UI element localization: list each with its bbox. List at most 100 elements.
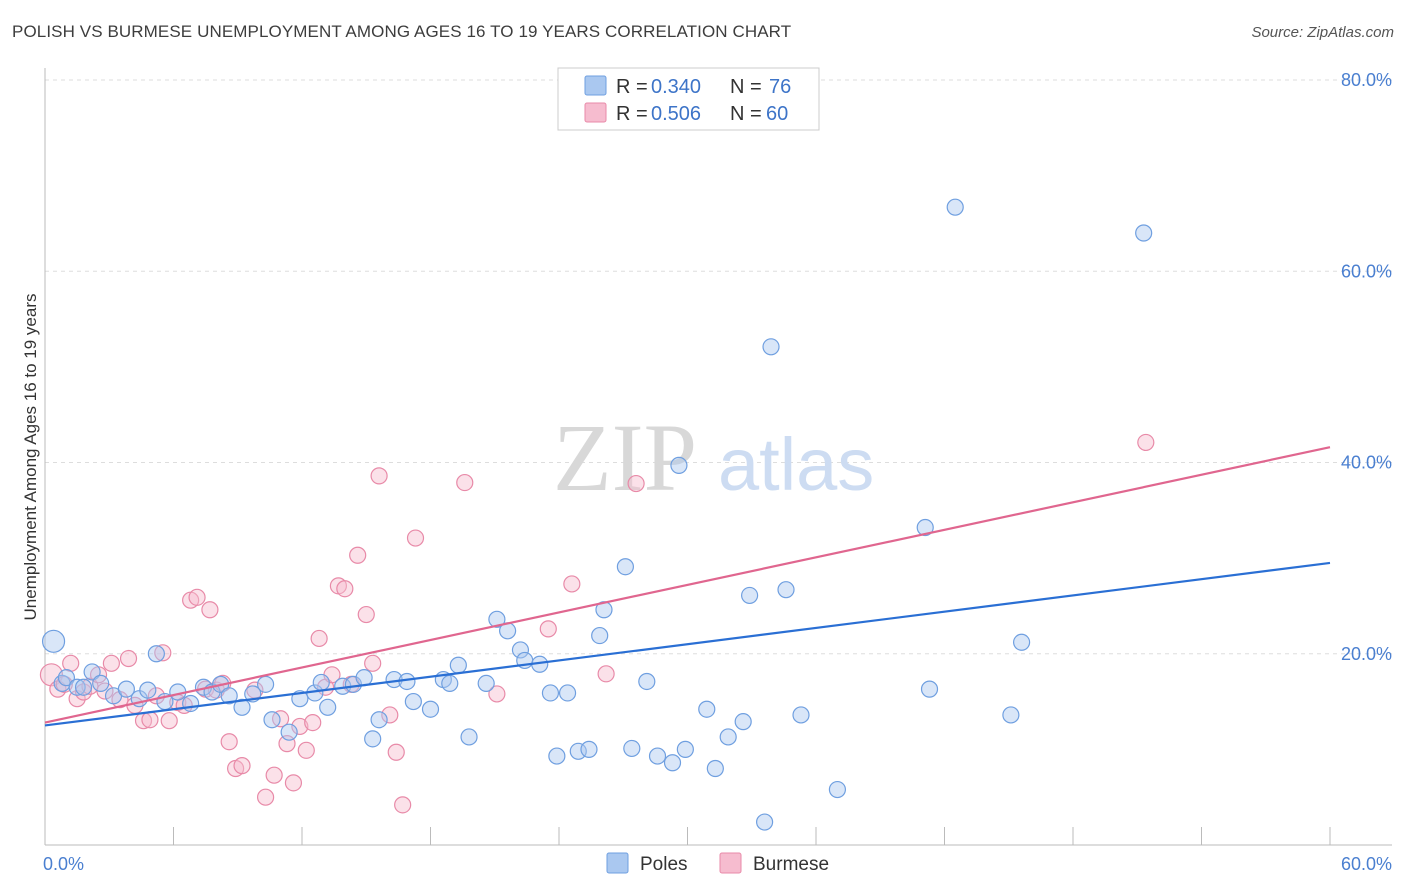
poles-point-40 — [460, 728, 478, 746]
burmese-point-58 — [1137, 433, 1155, 452]
x-tick-label-1: 60.0% — [1341, 854, 1392, 874]
poles-point-4 — [74, 678, 93, 696]
y-tick-labels: 20.0% 40.0% 60.0% 80.0% — [1341, 70, 1392, 664]
bottom-legend-swatch-poles — [606, 852, 629, 874]
burmese-point-54 — [539, 620, 557, 638]
burmese-point-3 — [62, 654, 80, 672]
poles-point-63 — [719, 728, 737, 746]
legend-burmese-r-label: R = — [616, 103, 648, 125]
burmese-point-53 — [488, 685, 506, 703]
burmese-point-52 — [456, 473, 474, 492]
burmese-point-17 — [160, 712, 178, 730]
poles-point-31 — [364, 730, 382, 748]
poles-point-8 — [117, 680, 135, 698]
legend-swatch-burmese — [584, 102, 607, 123]
burmese-point-57 — [627, 474, 645, 493]
poles-point-55 — [623, 739, 641, 758]
burmese-point-51 — [406, 529, 425, 547]
burmese-point-32 — [271, 710, 290, 728]
burmese-point-47 — [370, 467, 388, 485]
trend-lines — [44, 446, 1331, 727]
poles-point-5 — [83, 663, 101, 681]
poles-point-14 — [182, 694, 200, 713]
burmese-point-48 — [381, 706, 399, 724]
poles-point-50 — [569, 742, 587, 760]
poles-point-3 — [68, 678, 86, 696]
poles-point-19 — [233, 698, 251, 716]
legend-bottom: Poles Burmese — [606, 852, 829, 875]
y-tick-label-3: 80.0% — [1341, 70, 1392, 90]
poles-point-57 — [648, 747, 667, 765]
burmese-point-50 — [394, 796, 412, 814]
poles-point-54 — [616, 558, 634, 576]
poles-point-18 — [220, 687, 238, 705]
burmese-point-46 — [364, 654, 382, 672]
poles-point-0 — [41, 629, 66, 653]
poles-point-61 — [698, 700, 716, 718]
legend-poles-n-label: N = — [730, 76, 762, 98]
burmese-series — [39, 433, 1155, 814]
legend-poles-r-value: 0.340 — [651, 76, 701, 98]
poles-point-47 — [541, 684, 560, 702]
poles-point-62 — [706, 759, 724, 778]
poles-point-22 — [263, 711, 281, 729]
bottom-legend-burmese: Burmese — [753, 854, 829, 875]
burmese-point-37 — [304, 713, 322, 732]
poles-trend-line — [44, 561, 1331, 727]
poles-point-70 — [828, 780, 847, 799]
poles-point-71 — [916, 518, 934, 537]
poles-point-52 — [591, 626, 609, 645]
burmese-point-45 — [357, 605, 375, 624]
burmese-point-44 — [349, 546, 367, 564]
poles-point-27 — [319, 698, 337, 716]
burmese-point-30 — [256, 788, 275, 806]
gridlines — [45, 79, 1392, 655]
poles-point-72 — [920, 680, 939, 698]
burmese-point-36 — [297, 741, 315, 759]
poles-point-76 — [1135, 224, 1153, 242]
poles-point-65 — [741, 586, 759, 605]
bottom-legend-swatch-burmese — [719, 852, 742, 874]
y-tick-label-1: 40.0% — [1341, 453, 1392, 473]
poles-point-66 — [755, 813, 774, 831]
poles-point-44 — [511, 641, 530, 659]
burmese-point-42 — [336, 580, 354, 598]
legend-burmese-n-value: 60 — [766, 103, 788, 125]
legend-burmese-r-value: 0.506 — [651, 103, 701, 125]
axes — [44, 68, 1392, 846]
burmese-point-35 — [291, 717, 309, 736]
watermark-atlas: atlas — [718, 423, 874, 506]
bottom-legend-poles: Poles — [640, 854, 688, 875]
poles-point-73 — [946, 198, 964, 216]
poles-point-56 — [638, 672, 656, 691]
poles-point-21 — [256, 675, 275, 693]
poles-point-6 — [92, 674, 110, 692]
burmese-point-28 — [233, 757, 251, 775]
burmese-point-9 — [102, 654, 120, 672]
poles-point-42 — [488, 610, 506, 628]
poles-point-35 — [404, 692, 422, 711]
poles-point-69 — [792, 706, 810, 724]
poles-point-75 — [1012, 633, 1031, 651]
burmese-point-23 — [201, 601, 219, 619]
poles-point-38 — [441, 674, 459, 692]
y-axis-label: Unemployment Among Ages 16 to 19 years — [21, 294, 40, 621]
watermark: ZIP atlas — [553, 404, 874, 511]
watermark-zip: ZIP — [553, 404, 697, 511]
x-tick-labels: 0.0% 60.0% — [43, 854, 1392, 874]
burmese-point-56 — [597, 665, 615, 683]
poles-point-68 — [777, 581, 795, 599]
poles-point-30 — [355, 669, 373, 687]
poles-point-36 — [421, 700, 440, 718]
legend-poles-r-label: R = — [616, 76, 648, 98]
poles-point-48 — [548, 747, 566, 765]
burmese-point-26 — [220, 733, 238, 751]
poles-point-74 — [1002, 706, 1020, 724]
burmese-point-49 — [387, 743, 405, 761]
poles-point-23 — [280, 723, 298, 741]
poles-point-49 — [558, 684, 577, 702]
burmese-point-14 — [141, 711, 159, 729]
poles-point-10 — [139, 681, 157, 699]
poles-point-67 — [762, 338, 780, 356]
